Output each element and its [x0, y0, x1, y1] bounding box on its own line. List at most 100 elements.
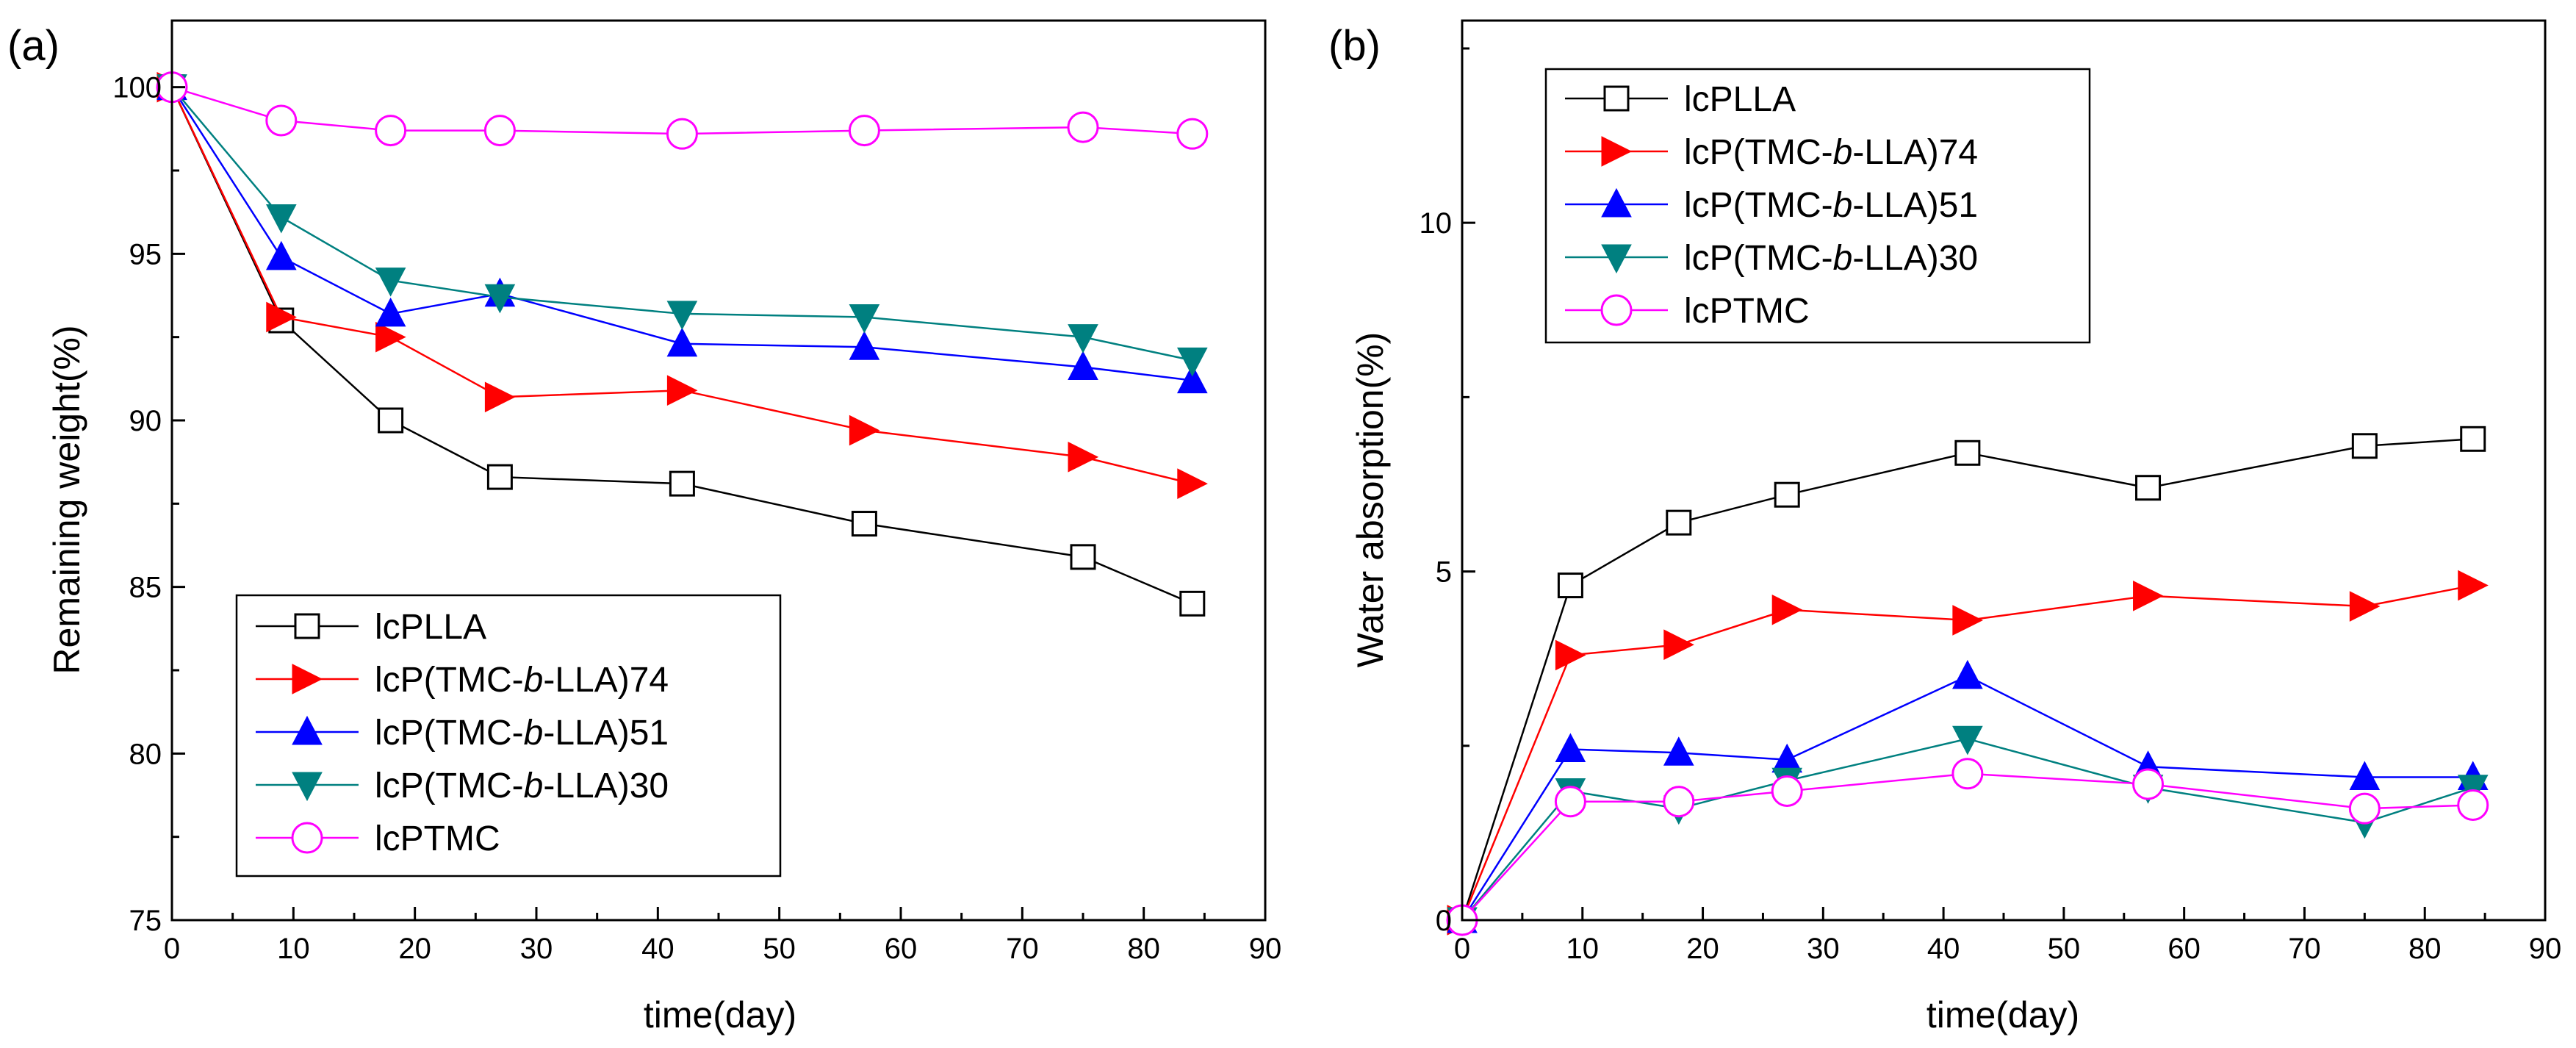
legend-box-b [1544, 68, 2091, 344]
series-line-b-2 [1461, 675, 2473, 921]
y-tick-label-b-0: 0 [1436, 905, 1452, 937]
legend-marker-b-2 [1601, 187, 1632, 218]
y-tick-label-a-90: 90 [129, 405, 162, 437]
x-tick-label-b-30: 30 [1807, 933, 1840, 965]
data-point-b-4-7 [2457, 789, 2489, 821]
data-point-a-1-2 [375, 321, 406, 353]
series-line-b-3 [1461, 738, 2474, 921]
data-point-a-2-2 [375, 297, 406, 327]
legend-label-a-3: lcP(TMC-b-LLA)30 [375, 767, 669, 805]
data-point-b-0-5 [2135, 475, 2162, 501]
data-point-b-1-7 [2458, 570, 2489, 601]
data-point-a-1-3 [484, 381, 516, 413]
data-point-b-4-1 [1554, 786, 1586, 818]
x-tick-label-a-20: 20 [398, 933, 431, 965]
legend-marker-a-0 [294, 613, 320, 639]
legend-marker-b-3 [1601, 244, 1632, 274]
x-tick-label-b-70: 70 [2288, 933, 2321, 965]
y-tick-label-b-10: 10 [1420, 207, 1453, 240]
data-point-a-4-1 [265, 104, 298, 137]
data-point-a-4-3 [483, 115, 516, 147]
data-point-a-2-5 [849, 331, 880, 360]
x-tick-label-b-10: 10 [1566, 933, 1600, 965]
legend-label-b-0: lcPLLA [1684, 80, 1796, 119]
data-point-a-4-5 [848, 115, 880, 147]
legend-marker-a-4 [291, 822, 323, 854]
data-point-b-2-4 [1952, 659, 1983, 689]
legend-label-b-4: lcPTMC [1684, 292, 1810, 331]
data-point-a-3-7 [1176, 347, 1208, 377]
x-tick-label-a-70: 70 [1006, 933, 1039, 965]
data-point-a-2-7 [1176, 364, 1208, 394]
x-tick-label-b-20: 20 [1686, 933, 1719, 965]
data-point-b-1-1 [1555, 639, 1586, 671]
data-point-a-0-7 [1179, 590, 1206, 617]
data-point-a-1-7 [1177, 468, 1208, 499]
data-point-a-1-4 [666, 375, 698, 406]
data-point-b-0-4 [1954, 439, 1981, 466]
plot-area-a [156, 71, 1209, 617]
legend-a: lcPLLA lcP(TMC-b-LLA)74 lcP(TMC-b-LLA)51 lc… [235, 594, 782, 877]
legend-label-a-1: lcP(TMC-b-LLA)74 [375, 661, 669, 700]
legend-marker-a-1 [292, 664, 323, 695]
legend-marker-a-2 [292, 715, 323, 745]
x-tick-label-a-0: 0 [164, 933, 180, 965]
data-point-a-2-1 [265, 240, 297, 270]
axis-ticks-a: 0 10 20 30 40 50 60 70 80 90 75 80 85 90 95 100 [112, 19, 1281, 965]
series-line-a-3 [171, 86, 1193, 362]
data-point-b-0-2 [1666, 509, 1692, 536]
panel-label-a: (a) [7, 22, 60, 70]
legend-marker-b-4 [1600, 294, 1633, 326]
legend-b: lcPLLA lcP(TMC-b-LLA)74 lcP(TMC-b-LLA)51 lc… [1544, 68, 2091, 344]
data-point-b-3-7 [2457, 775, 2489, 804]
data-point-a-0-5 [851, 511, 877, 537]
series-line-a-4 [171, 86, 1192, 135]
x-tick-label-b-90: 90 [2529, 933, 2562, 965]
data-point-a-3-6 [1068, 324, 1098, 353]
data-point-b-1-4 [1952, 605, 1983, 636]
legend-label-b-1: lcP(TMC-b-LLA)74 [1684, 133, 1978, 172]
series-line-b-0 [1461, 438, 2473, 921]
series-line-b-1 [1461, 584, 2473, 921]
y-tick-label-a-95: 95 [129, 238, 162, 270]
data-point-b-1-5 [2133, 580, 2164, 611]
y-tick-label-a-80: 80 [129, 738, 162, 770]
panel-b: (b) 0 10 20 30 40 50 60 70 80 90 0 5 10 time(day) Wa… [1328, 19, 2562, 1036]
x-tick-label-b-0: 0 [1454, 933, 1470, 965]
data-point-a-0-6 [1070, 544, 1096, 570]
axis-ticks-b: 0 10 20 30 40 50 60 70 80 90 0 5 10 [1420, 19, 2562, 965]
data-point-a-3-1 [265, 204, 297, 234]
data-point-b-4-3 [1771, 775, 1803, 807]
x-tick-label-a-10: 10 [277, 933, 310, 965]
data-point-a-0-4 [669, 470, 695, 497]
legend-marker-b-0 [1603, 85, 1630, 112]
data-point-b-0-1 [1557, 573, 1583, 599]
x-tick-label-a-60: 60 [885, 933, 918, 965]
data-point-a-3-3 [484, 284, 516, 314]
data-point-a-2-4 [666, 327, 698, 357]
legend-box-a [235, 594, 782, 877]
data-point-b-0-3 [1774, 481, 1800, 508]
data-point-b-4-6 [2348, 792, 2381, 825]
panel-label-b: (b) [1328, 22, 1381, 70]
data-point-a-3-5 [849, 304, 880, 334]
x-axis-label-a: time(day) [644, 994, 796, 1036]
data-point-a-4-7 [1176, 118, 1209, 150]
panel-a: (a) 0 10 20 30 40 50 60 70 80 90 75 80 85 90 95 100 tim… [7, 19, 1281, 1036]
legend-marker-a-3 [292, 772, 323, 802]
x-tick-label-b-80: 80 [2408, 933, 2442, 965]
series-line-a-0 [170, 87, 1193, 605]
x-tick-label-a-50: 50 [763, 933, 796, 965]
legend-label-a-4: lcPTMC [375, 819, 500, 858]
y-tick-label-a-100: 100 [112, 72, 162, 104]
data-point-a-1-6 [1068, 442, 1099, 473]
x-tick-label-a-40: 40 [641, 933, 674, 965]
y-axis-label-a: Remaining weight(%) [46, 325, 87, 674]
data-point-b-2-1 [1555, 733, 1586, 763]
y-tick-label-b-5: 5 [1436, 556, 1452, 589]
data-point-a-1-1 [266, 301, 297, 333]
series-line-a-2 [170, 86, 1192, 381]
data-point-a-4-2 [375, 115, 407, 147]
y-tick-label-a-75: 75 [129, 905, 162, 937]
x-tick-label-b-60: 60 [2167, 933, 2201, 965]
